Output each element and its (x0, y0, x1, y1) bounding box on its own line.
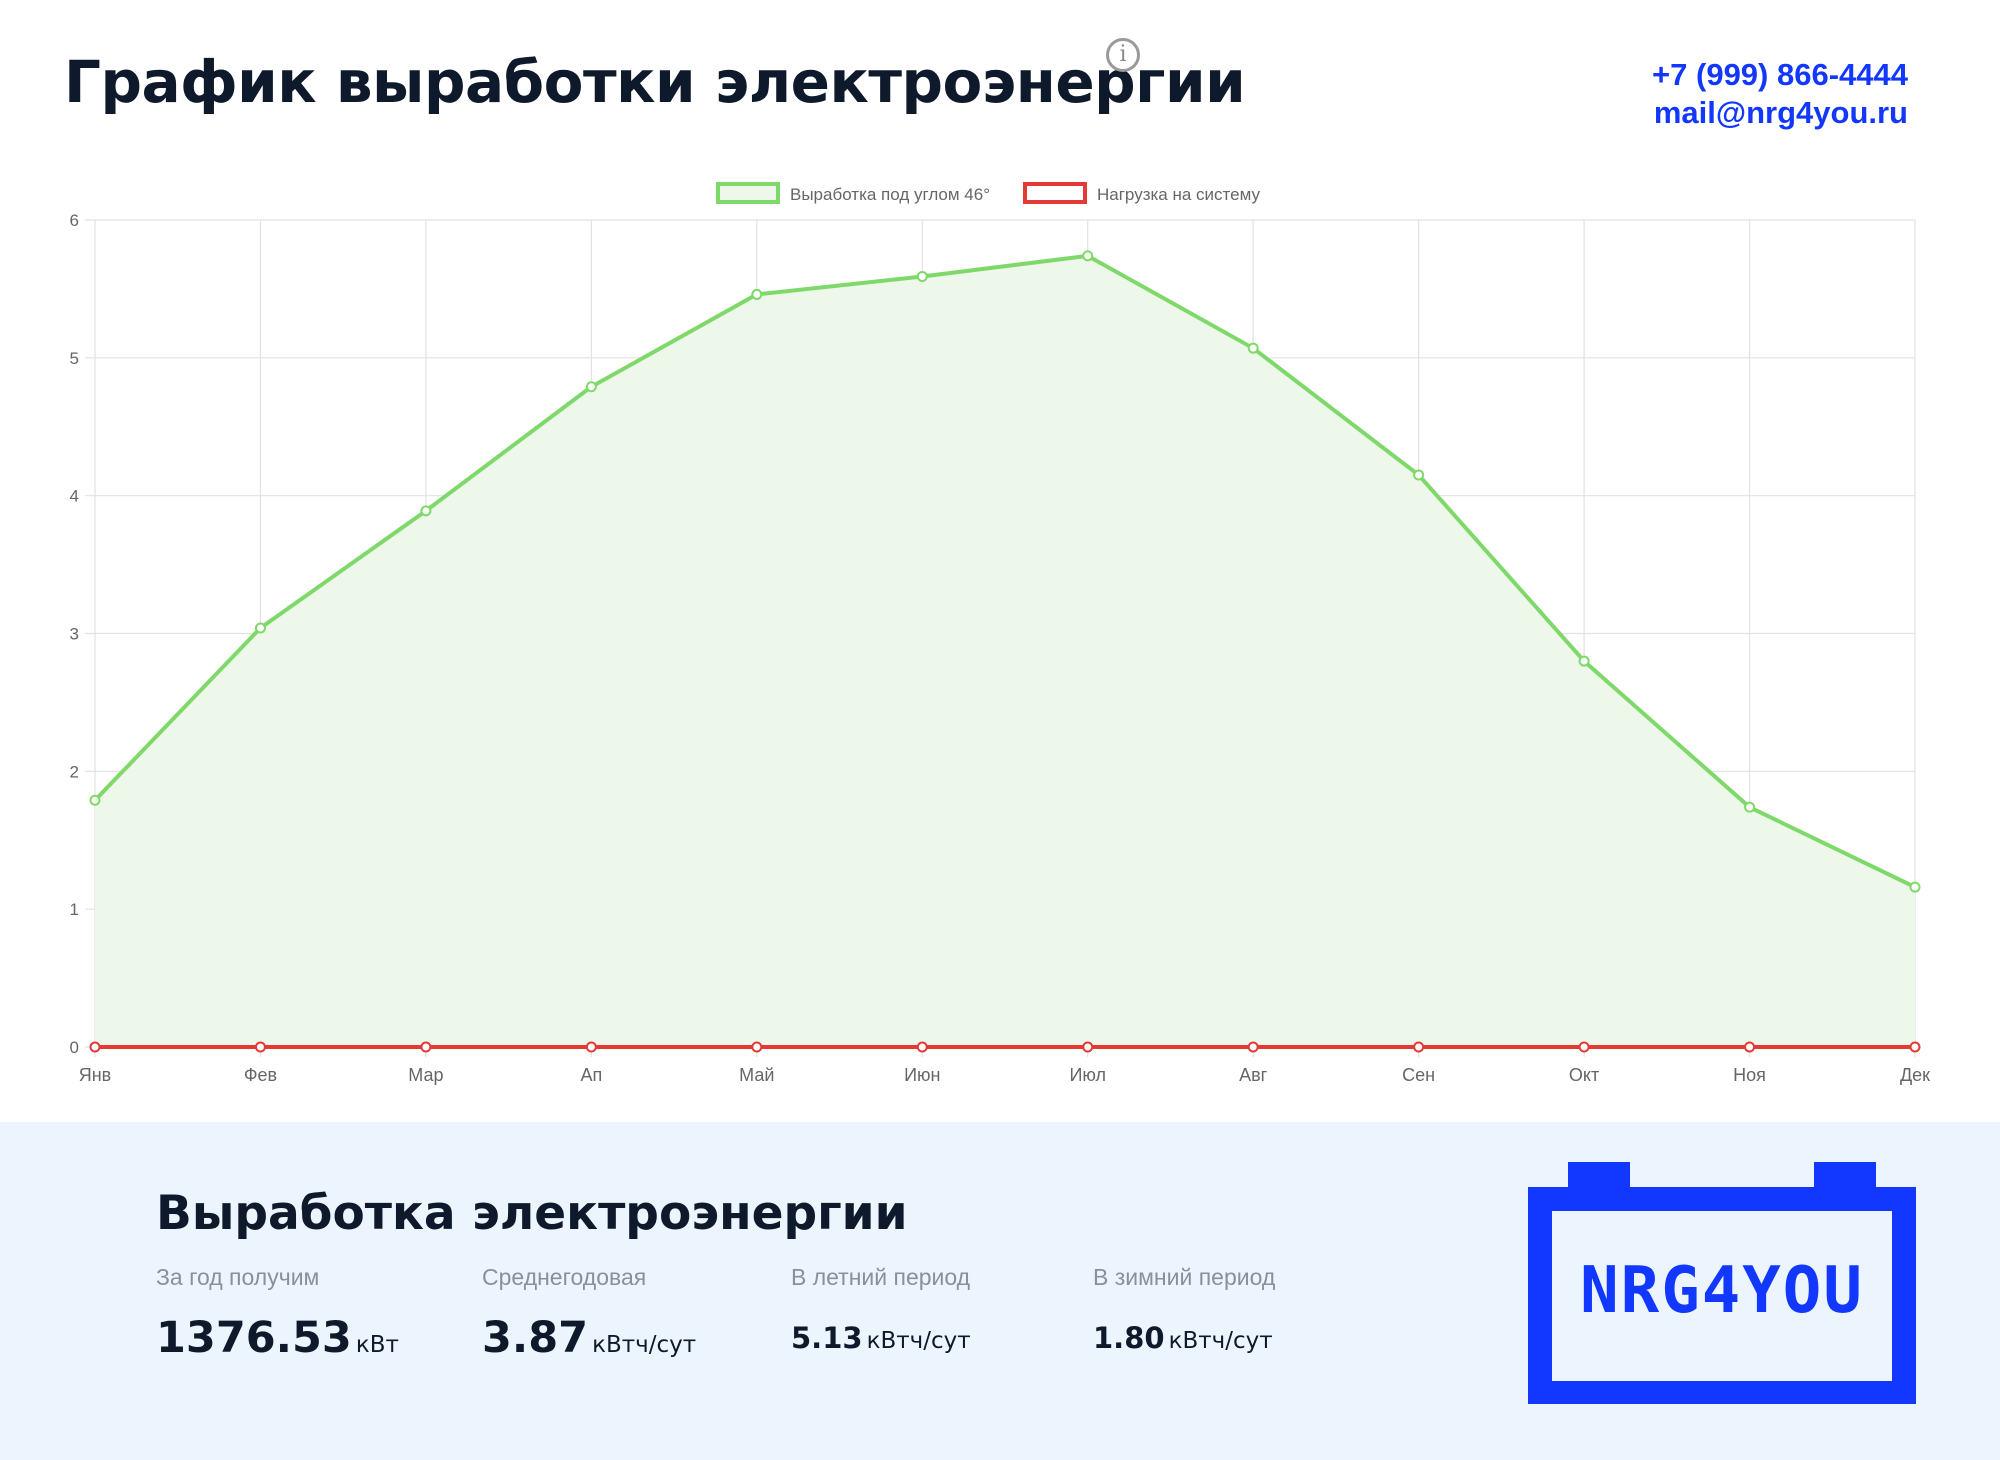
stat-average-value: 3.87 (482, 1313, 589, 1363)
data-point[interactable] (254, 1041, 266, 1053)
x-tick-label: Июл (1069, 1065, 1106, 1085)
x-tick-label: Окт (1569, 1065, 1599, 1085)
data-point[interactable] (1909, 1041, 1921, 1053)
x-tick-label: Янв (79, 1065, 112, 1085)
y-tick-label: 6 (70, 211, 79, 230)
data-point[interactable] (1909, 881, 1921, 893)
series-area (95, 255, 1915, 1047)
stat-winter-label: В зимний период (1093, 1264, 1276, 1290)
x-tick-label: Фев (244, 1065, 277, 1085)
legend-swatch-load[interactable] (1023, 182, 1087, 204)
x-tick-label: Дек (1900, 1065, 1930, 1085)
stat-winter-value: 1.80 (1093, 1321, 1165, 1355)
data-point[interactable] (1744, 1041, 1756, 1053)
data-point[interactable] (1578, 655, 1590, 667)
chart-series (89, 250, 1921, 1053)
data-point[interactable] (585, 1041, 597, 1053)
y-tick-label: 1 (70, 900, 79, 919)
y-tick-label: 3 (70, 625, 79, 644)
stat-average-unit: кВтч/сут (592, 1332, 697, 1358)
x-tick-label: Ап (580, 1065, 602, 1085)
stat-yearly-unit: кВт (355, 1332, 399, 1358)
x-tick-label: Июн (904, 1065, 940, 1085)
stat-average: Среднегодовая 3.87 кВтч/сут (482, 1264, 696, 1363)
data-point[interactable] (916, 271, 928, 283)
data-point[interactable] (420, 1041, 432, 1053)
legend-label-load[interactable]: Нагрузка на систему (1097, 185, 1260, 204)
data-point[interactable] (1082, 250, 1094, 262)
x-tick-label: Май (739, 1065, 774, 1085)
data-point[interactable] (585, 381, 597, 393)
x-tick-label: Авг (1239, 1065, 1268, 1085)
data-point[interactable] (420, 505, 432, 517)
data-point[interactable] (1247, 342, 1259, 354)
data-point[interactable] (254, 622, 266, 634)
data-point[interactable] (1578, 1041, 1590, 1053)
generation-chart: Выработка под углом 46° Нагрузка на сист… (0, 170, 2000, 1120)
x-tick-label: Ноя (1733, 1065, 1766, 1085)
stat-winter-unit: кВтч/сут (1168, 1328, 1273, 1354)
stat-summer-unit: кВтч/сут (866, 1328, 971, 1354)
data-point[interactable] (1082, 1041, 1094, 1053)
legend-label-generation[interactable]: Выработка под углом 46° (790, 185, 990, 204)
data-point[interactable] (1744, 801, 1756, 813)
data-point[interactable] (751, 1041, 763, 1053)
stat-yearly: За год получим 1376.53 кВт (156, 1264, 399, 1363)
y-tick-label: 4 (70, 487, 79, 506)
y-tick-label: 5 (70, 349, 79, 368)
data-point[interactable] (916, 1041, 928, 1053)
legend-swatch-generation[interactable] (716, 182, 780, 204)
stat-yearly-label: За год получим (156, 1264, 320, 1290)
stat-average-label: Среднегодовая (482, 1264, 647, 1290)
x-tick-label: Мар (408, 1065, 443, 1085)
data-point[interactable] (1247, 1041, 1259, 1053)
y-tick-label: 2 (70, 762, 79, 781)
stat-yearly-value: 1376.53 (156, 1313, 352, 1363)
contacts: +7 (999) 866-4444 mail@nrg4you.ru (1652, 56, 1908, 132)
data-point[interactable] (89, 1041, 101, 1053)
stat-summer-label: В летний период (791, 1264, 971, 1290)
nrg4you-logo: NRG4YOU (1528, 1162, 1916, 1404)
data-point[interactable] (751, 288, 763, 300)
y-axis-ticks: 0 1 2 3 4 5 6 (70, 211, 79, 1057)
stat-summer: В летний период 5.13 кВтч/сут (791, 1264, 971, 1355)
data-point[interactable] (1413, 469, 1425, 481)
email-link[interactable]: mail@nrg4you.ru (1653, 95, 1908, 130)
stat-summer-value: 5.13 (791, 1321, 863, 1355)
series-line (93, 253, 1916, 889)
stat-winter: В зимний период 1.80 кВтч/сут (1093, 1264, 1275, 1355)
summary-title: Выработка электроэнергии (156, 1186, 908, 1241)
chart-svg: Выработка под углом 46° Нагрузка на сист… (70, 182, 1930, 1085)
chart-legend: Выработка под углом 46° Нагрузка на сист… (716, 182, 1260, 204)
data-point[interactable] (1413, 1041, 1425, 1053)
summary-panel: Выработка электроэнергии За год получим … (0, 1122, 2000, 1460)
data-point[interactable] (89, 794, 101, 806)
x-axis-ticks: Янв Фев Мар Ап Май Июн Июл Авг Сен Окт Ноя Дек (79, 1065, 1930, 1085)
y-tick-label: 0 (70, 1038, 79, 1057)
info-icon[interactable]: i (1106, 38, 1140, 72)
x-tick-label: Сен (1402, 1065, 1435, 1085)
page-title: График выработки электроэнергии (64, 48, 1246, 116)
page-header: График выработки электроэнергии i +7 (99… (0, 0, 2000, 150)
logo-text: NRG4YOU (1580, 1254, 1864, 1328)
phone-link[interactable]: +7 (999) 866-4444 (1652, 57, 1908, 92)
